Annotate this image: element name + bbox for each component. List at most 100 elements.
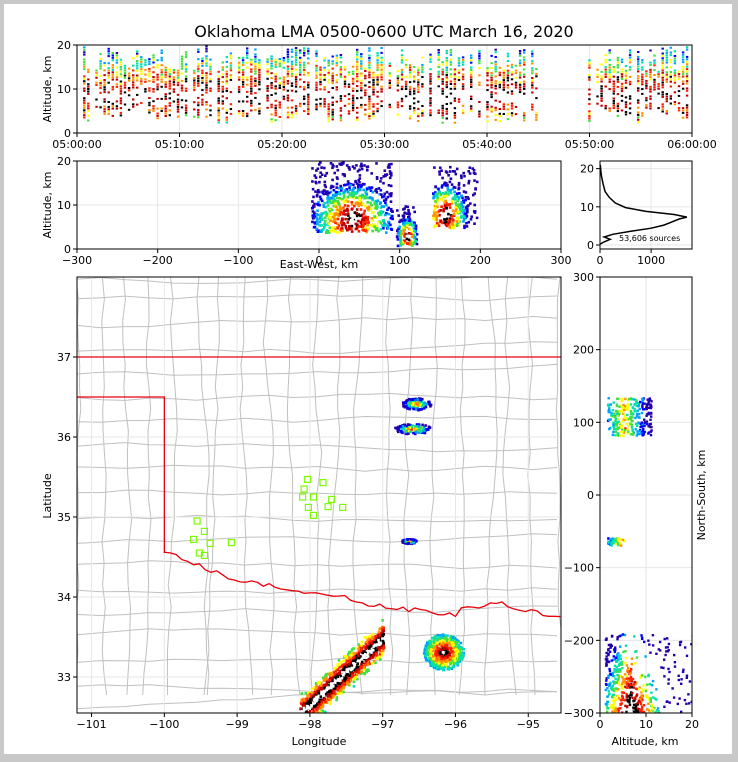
time-altitude-source <box>193 106 195 108</box>
time-altitude-source <box>442 98 444 100</box>
time-altitude-source <box>662 82 664 84</box>
time-altitude-source <box>495 61 497 63</box>
time-altitude-source <box>478 91 480 93</box>
plan-view-source <box>338 672 341 675</box>
time-altitude-source <box>83 63 85 65</box>
time-altitude-source <box>120 71 122 73</box>
east-west-source <box>323 212 326 215</box>
time-altitude-source <box>376 55 378 57</box>
east-west-source <box>335 191 338 194</box>
time-altitude-source <box>201 77 203 79</box>
time-altitude-source <box>625 65 627 67</box>
time-altitude-source <box>315 72 317 74</box>
time-altitude-source <box>209 78 211 80</box>
time-altitude-source <box>303 96 305 98</box>
time-altitude-source <box>258 110 260 112</box>
time-altitude-source <box>417 72 419 74</box>
time-altitude-source <box>222 95 224 97</box>
east-west-source <box>372 191 375 194</box>
time-altitude-source <box>666 50 668 52</box>
time-altitude-source <box>641 83 643 85</box>
time-altitude-source <box>95 77 97 79</box>
time-altitude-source <box>238 86 240 88</box>
time-altitude-source <box>682 95 684 97</box>
time-altitude-source <box>356 83 358 85</box>
time-altitude-source <box>242 91 244 93</box>
time-altitude-source <box>678 100 680 102</box>
time-altitude-source <box>621 68 623 70</box>
time-altitude-source <box>499 101 501 103</box>
time-altitude-source <box>328 108 330 110</box>
time-altitude-source <box>270 77 272 79</box>
time-altitude-source <box>205 46 207 48</box>
time-altitude-source <box>295 78 297 80</box>
time-altitude-source <box>657 100 659 102</box>
time-altitude-source <box>246 52 248 54</box>
time-altitude-source <box>156 100 158 102</box>
time-altitude-source <box>112 115 114 117</box>
time-altitude-source <box>95 91 97 93</box>
time-altitude-source <box>409 115 411 117</box>
time-altitude-source <box>315 55 317 57</box>
time-altitude-source <box>283 105 285 107</box>
time-altitude-source <box>507 113 509 115</box>
time-altitude-source <box>629 57 631 59</box>
time-altitude-source <box>307 57 309 59</box>
ta-y-tick-label-2: 20 <box>57 39 71 52</box>
time-altitude-source <box>649 64 651 66</box>
time-altitude-source <box>120 68 122 70</box>
time-altitude-source <box>478 62 480 64</box>
time-altitude-source <box>511 74 513 76</box>
time-altitude-source <box>128 109 130 111</box>
time-altitude-source <box>429 73 431 75</box>
time-altitude-source <box>99 104 101 106</box>
plan-view-source <box>325 684 328 687</box>
time-altitude-source <box>218 100 220 102</box>
east-west-source <box>347 183 350 186</box>
time-altitude-source <box>380 105 382 107</box>
time-altitude-source <box>653 74 655 76</box>
time-altitude-source <box>364 94 366 96</box>
east-west-source <box>451 215 454 218</box>
time-altitude-source <box>185 66 187 68</box>
east-west-source <box>338 231 341 234</box>
time-altitude-source <box>258 76 260 78</box>
time-altitude-source <box>242 62 244 64</box>
time-altitude-source <box>270 87 272 89</box>
time-altitude-source <box>169 102 171 104</box>
time-altitude-source <box>380 81 382 83</box>
time-altitude-source <box>507 92 509 94</box>
time-altitude-source <box>246 79 248 81</box>
time-altitude-source <box>258 103 260 105</box>
east-west-source <box>436 222 439 225</box>
time-altitude-source <box>197 97 199 99</box>
time-altitude-source <box>507 75 509 77</box>
time-altitude-source <box>442 69 444 71</box>
time-altitude-source <box>588 79 590 81</box>
time-altitude-source <box>287 70 289 72</box>
time-altitude-source <box>283 84 285 86</box>
time-altitude-source <box>103 110 105 112</box>
east-west-source <box>446 195 449 198</box>
time-altitude-source <box>222 81 224 83</box>
time-altitude-source <box>429 54 431 56</box>
time-altitude-source <box>462 61 464 63</box>
time-altitude-source <box>169 93 171 95</box>
time-altitude-source <box>340 88 342 90</box>
time-altitude-source <box>230 89 232 91</box>
east-west-xlabel: East-West, km <box>280 258 358 271</box>
time-altitude-source <box>95 70 97 72</box>
east-west-source <box>396 236 399 239</box>
east-west-source <box>460 203 463 206</box>
time-altitude-source <box>279 109 281 111</box>
time-altitude-source <box>389 75 391 77</box>
time-altitude-source <box>218 117 220 119</box>
time-altitude-source <box>686 46 688 48</box>
time-altitude-source <box>120 83 122 85</box>
time-altitude-source <box>686 56 688 58</box>
time-altitude-source <box>621 90 623 92</box>
east-west-source <box>330 202 333 205</box>
time-altitude-source <box>446 72 448 74</box>
time-altitude-source <box>613 93 615 95</box>
time-altitude-source <box>409 105 411 107</box>
